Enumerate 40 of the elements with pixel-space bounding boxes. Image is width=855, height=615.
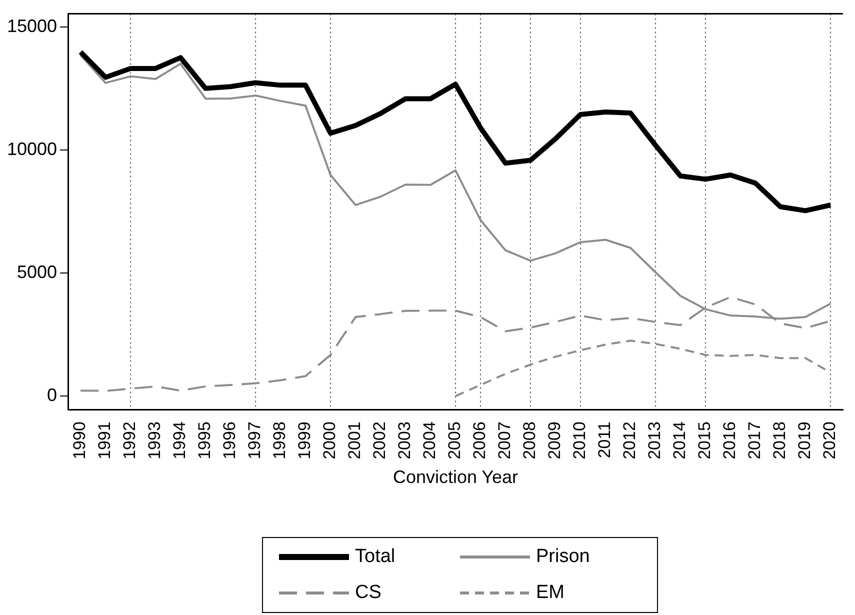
x-tick-label: 2011 <box>595 422 614 458</box>
x-tick-label: 2016 <box>720 422 740 460</box>
x-tick-label: 2020 <box>820 422 840 460</box>
y-tick-label: 5000 <box>17 262 58 282</box>
x-tick-label: 2007 <box>495 422 514 460</box>
x-tick-label: 2005 <box>445 422 464 460</box>
x-tick-label: 1992 <box>120 422 140 460</box>
x-tick-label: 2000 <box>320 422 340 460</box>
x-tick-label: 2006 <box>470 422 490 460</box>
x-axis-title: Conviction Year <box>392 467 518 488</box>
x-tick-label: 2003 <box>395 422 414 460</box>
x-tick-label: 2017 <box>745 422 764 460</box>
x-tick-label: 1993 <box>145 422 164 460</box>
x-tick-label: 2013 <box>645 422 664 460</box>
y-tick-label: 0 <box>47 385 58 406</box>
x-tick-label: 2008 <box>520 422 540 460</box>
x-tick-label: 2019 <box>795 422 814 460</box>
x-tick-label: 1996 <box>220 422 240 460</box>
x-tick-label: 1990 <box>70 422 90 460</box>
legend-label: EM <box>536 582 564 604</box>
x-tick-label: 2009 <box>545 422 564 460</box>
legend-label: Total <box>355 546 396 568</box>
x-tick-label: 1997 <box>245 422 264 460</box>
x-tick-label: 2010 <box>570 422 590 460</box>
x-tick-label: 2014 <box>670 422 690 460</box>
x-tick-label: 2002 <box>370 422 390 460</box>
x-tick-label: 1991 <box>95 422 114 460</box>
legend-label: CS <box>355 582 382 604</box>
x-tick-label: 2004 <box>420 422 440 460</box>
x-tick-label: 1998 <box>270 422 290 460</box>
legend-label: Prison <box>536 546 590 568</box>
x-tick-label: 1994 <box>170 422 190 460</box>
x-tick-label: 2015 <box>695 422 714 460</box>
x-tick-label: 1995 <box>195 422 214 460</box>
y-tick-label: 15000 <box>6 16 58 36</box>
x-tick-label: 2012 <box>620 422 640 460</box>
x-tick-label: 1999 <box>295 422 314 460</box>
y-tick-label: 10000 <box>6 138 58 159</box>
x-tick-label: 2001 <box>345 422 364 460</box>
x-tick-label: 2018 <box>770 422 790 460</box>
